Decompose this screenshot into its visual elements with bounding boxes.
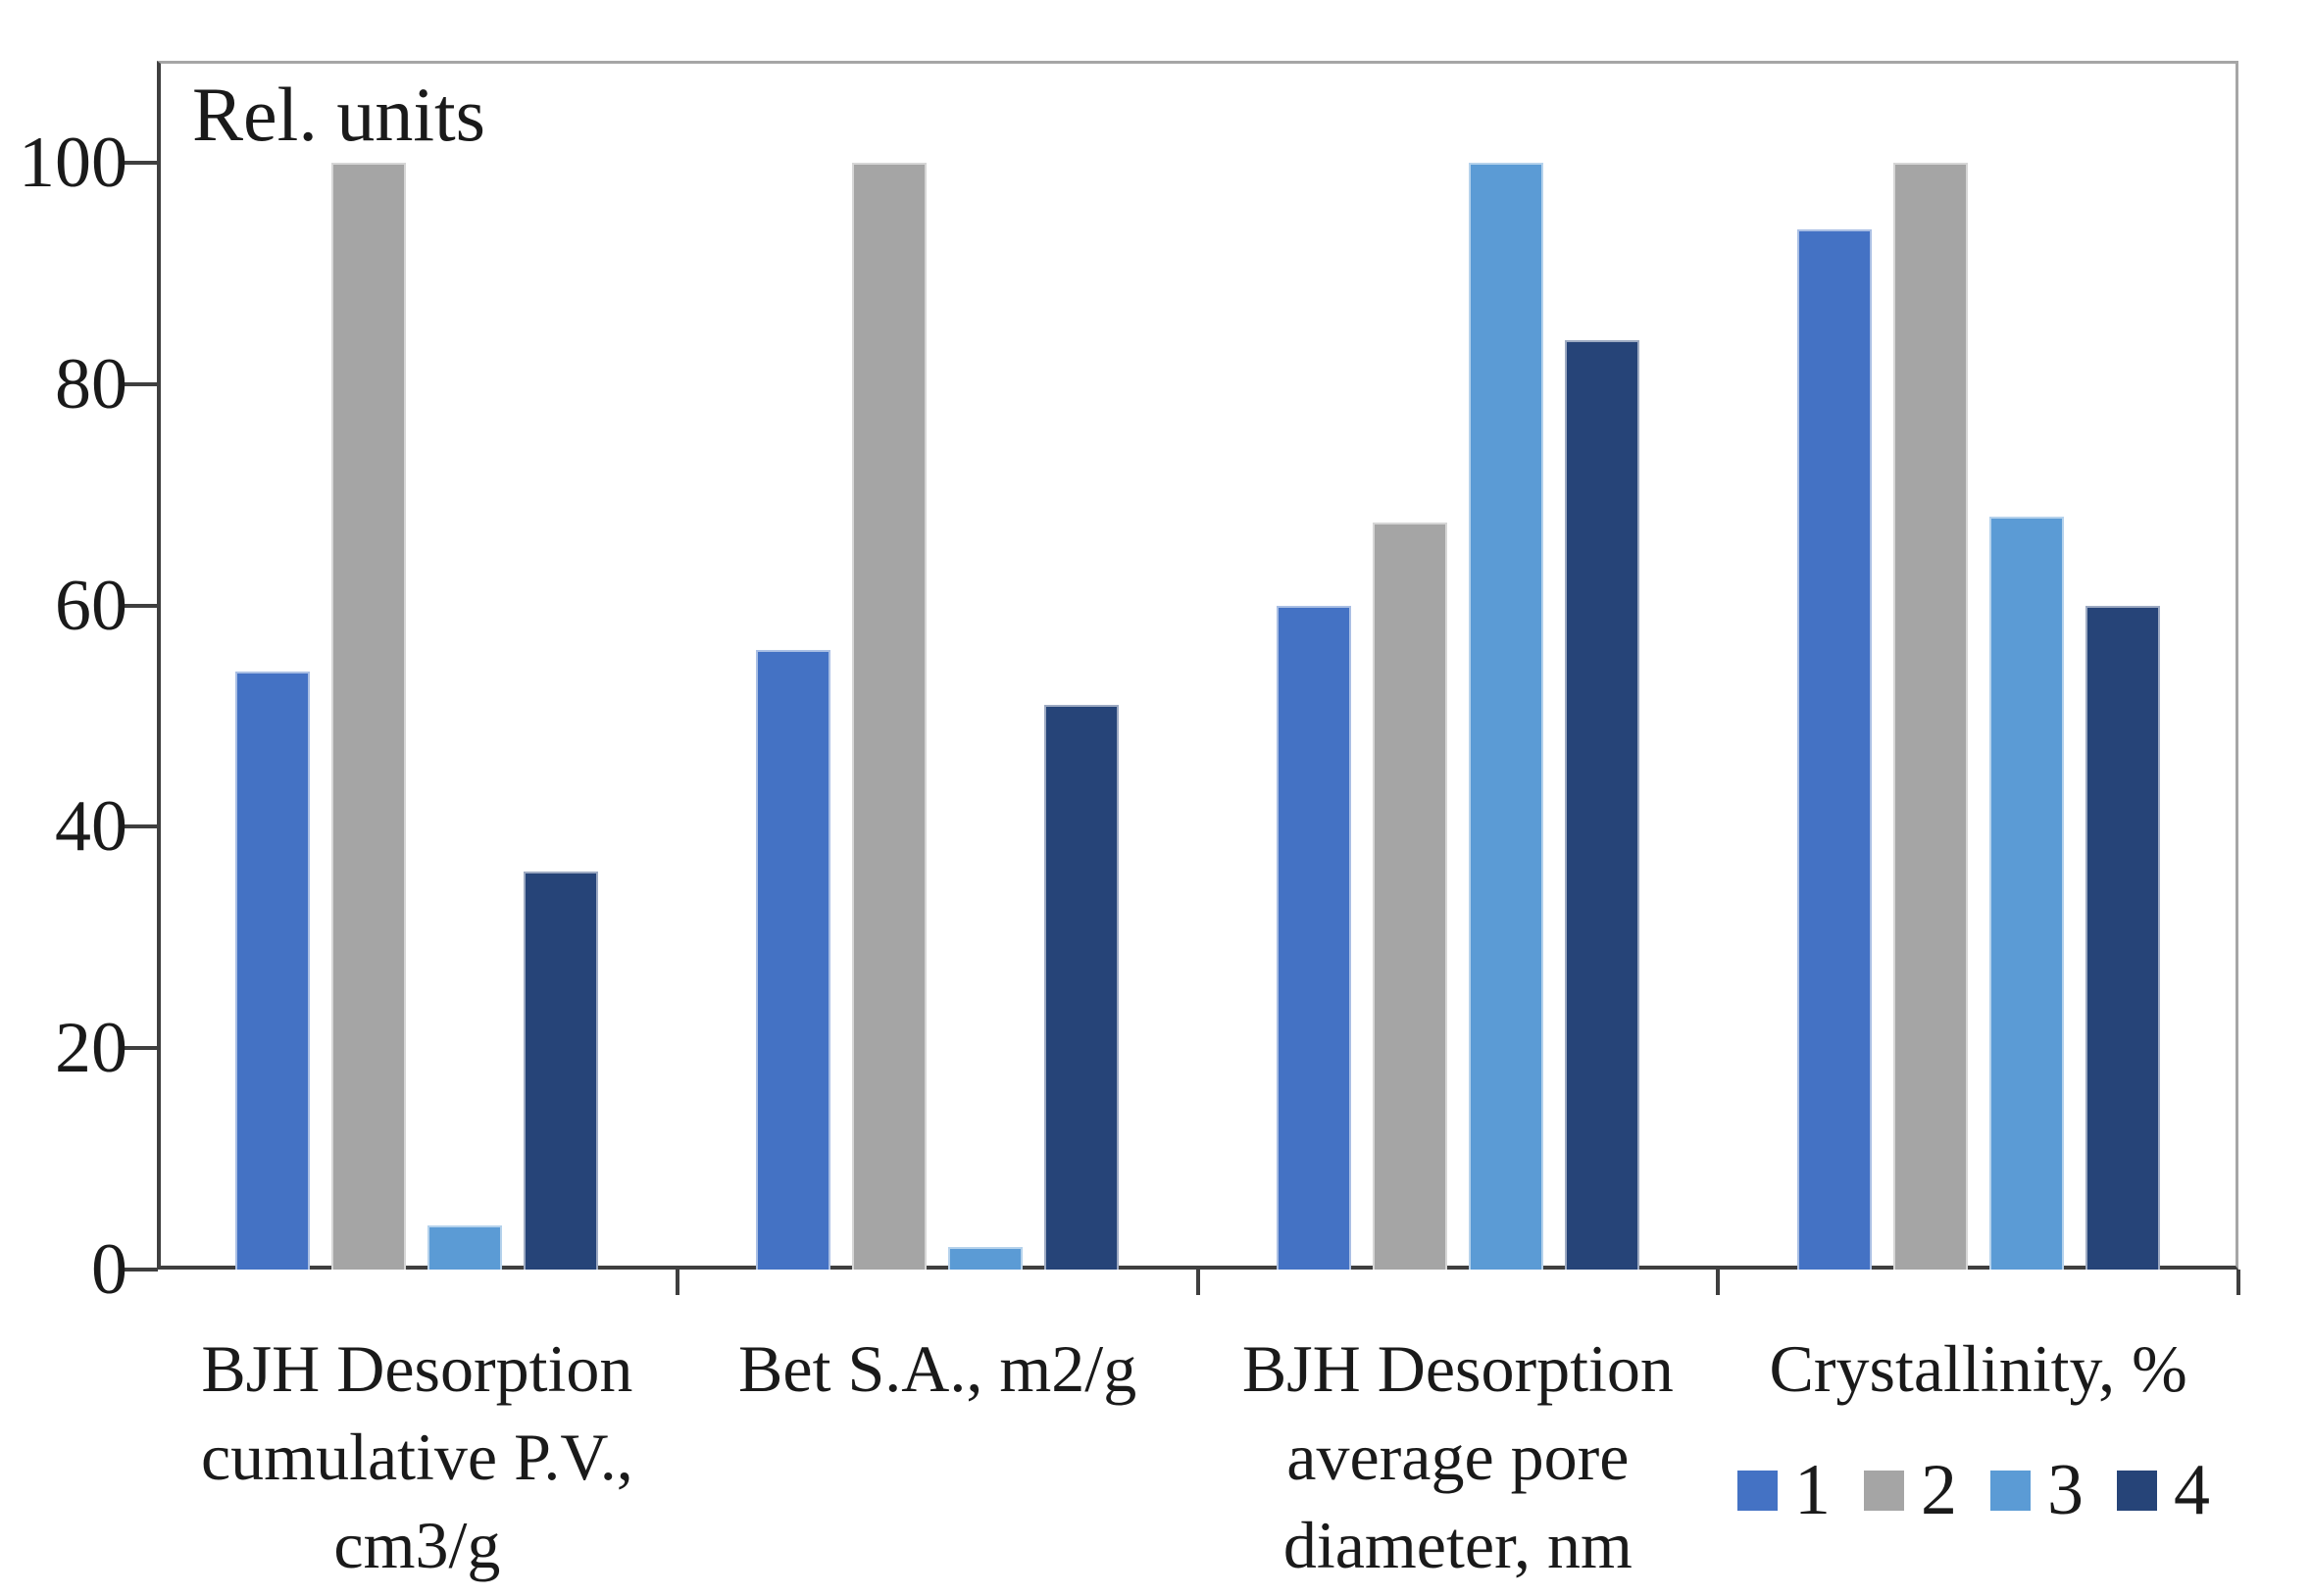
bar-series3-group1 (427, 1225, 503, 1270)
legend-item-2: 2 (1864, 1454, 1957, 1526)
bar-series1-group4 (1796, 229, 1872, 1270)
bar-series2-group1 (331, 163, 407, 1270)
category-label-1: BJH Desorption cumulative P.V., cm3/g (201, 1331, 633, 1582)
y-axis-tick (125, 1268, 158, 1272)
bar-series4-group2 (1044, 705, 1120, 1270)
bar-series2-group4 (1892, 163, 1968, 1270)
legend-label-1: 1 (1794, 1450, 1831, 1530)
bar-series2-group3 (1372, 523, 1447, 1270)
legend-label-2: 2 (1921, 1450, 1957, 1530)
legend-item-3: 3 (1990, 1454, 2084, 1526)
y-axis-tick (125, 160, 158, 165)
category-label-3: BJH Desorption average pore diameter, nm (1241, 1331, 1674, 1582)
bar-series4-group4 (2085, 606, 2160, 1270)
legend-swatch-2 (1864, 1470, 1904, 1511)
legend-label-4: 4 (2174, 1450, 2210, 1530)
legend-item-4: 4 (2117, 1454, 2210, 1526)
chart-title: Rel. units (192, 72, 486, 157)
legend-item-1: 1 (1737, 1454, 1831, 1526)
bar-series1-group2 (756, 650, 831, 1270)
plot-area (157, 61, 2238, 1270)
y-axis-tick-label: 0 (91, 1229, 127, 1310)
category-label-2: Bet S.A., m2/g (738, 1331, 1137, 1406)
bar-series1-group3 (1276, 606, 1351, 1270)
legend-swatch-3 (1990, 1470, 2031, 1511)
legend-swatch-1 (1737, 1470, 1778, 1511)
y-axis-tick (125, 1046, 158, 1051)
x-axis-tick (675, 1270, 679, 1295)
legend-swatch-4 (2117, 1470, 2157, 1511)
y-axis-tick-label: 40 (55, 786, 127, 868)
bar-series1-group1 (235, 672, 311, 1270)
x-axis-tick (1716, 1270, 1721, 1295)
bar-series3-group3 (1468, 163, 1543, 1270)
bar-series4-group3 (1564, 340, 1639, 1270)
y-axis-tick (125, 824, 158, 829)
y-axis-tick-label: 100 (19, 122, 127, 203)
bar-series3-group4 (1988, 517, 2064, 1270)
legend-label-3: 3 (2047, 1450, 2084, 1530)
x-axis-tick (1195, 1270, 1200, 1295)
bar-series4-group1 (524, 872, 599, 1270)
bar-series2-group2 (852, 163, 928, 1270)
category-label-4: Crystallinity, % (1769, 1331, 2187, 1406)
y-axis-tick-label: 60 (55, 565, 127, 646)
x-axis-tick (2236, 1270, 2240, 1295)
y-axis-tick-label: 20 (55, 1008, 127, 1089)
y-axis-tick-label: 80 (55, 343, 127, 424)
y-axis-tick (125, 381, 158, 386)
bar-series3-group2 (948, 1247, 1024, 1270)
y-axis-tick (125, 603, 158, 608)
